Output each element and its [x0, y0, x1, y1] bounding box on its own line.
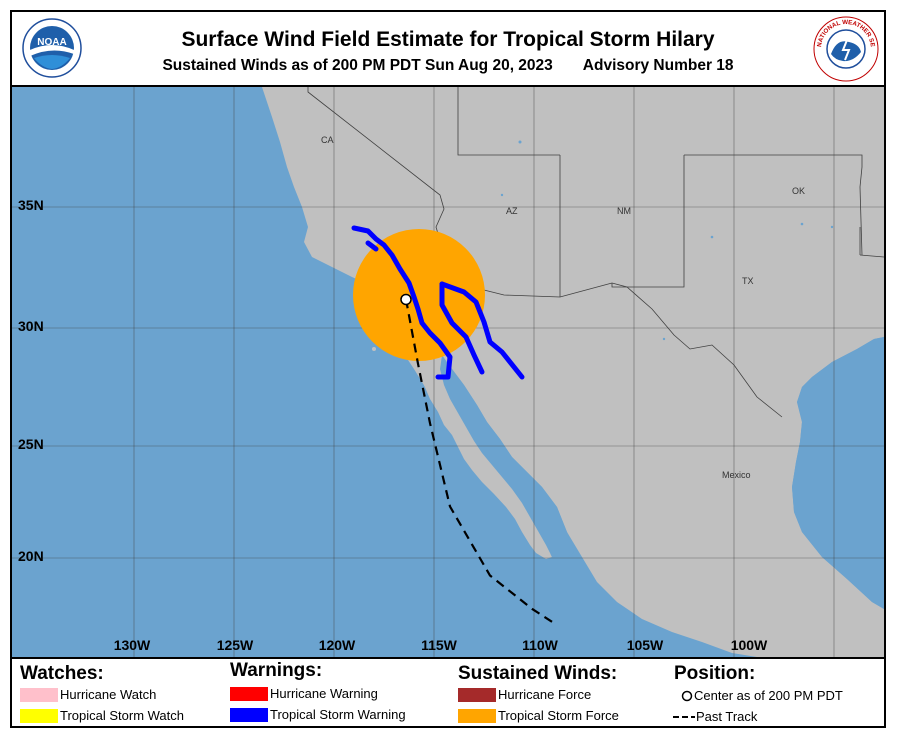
longitude-labels: 130W 125W 120W 115W 110W 105W 100W: [114, 637, 768, 653]
island-channel: [357, 249, 363, 253]
lat-label: 35N: [18, 197, 44, 213]
island-guadalupe: [372, 347, 376, 351]
lon-label: 115W: [421, 637, 458, 653]
legend-label-hurricane-warning: Hurricane Warning: [270, 686, 378, 701]
nws-logo: NATIONAL WEATHER SERVICE: [813, 16, 879, 82]
map-title: Surface Wind Field Estimate for Tropical…: [181, 28, 715, 51]
island-channel: [338, 232, 346, 236]
center-marker-icon: [681, 690, 693, 702]
storm-center-marker: [400, 293, 412, 306]
warning-segment-pacific-coast: [351, 225, 453, 380]
legend-label-tropical-storm-warning: Tropical Storm Warning: [270, 707, 406, 722]
lat-label: 30N: [18, 318, 44, 334]
region-labels: CA AZ NM OK TX Mexico: [321, 135, 805, 480]
warning-segment-channel: [365, 240, 379, 252]
swatch-hurricane-watch: [20, 688, 58, 702]
legend-winds-heading: Sustained Winds:: [458, 663, 618, 684]
lon-label: 130W: [114, 637, 151, 653]
label-az: AZ: [506, 206, 518, 216]
legend-label-tropical-storm-force: Tropical Storm Force: [498, 708, 619, 723]
map-subtitle: Sustained Winds as of 200 PM PDT Sun Aug…: [12, 57, 884, 75]
legend-warnings-heading: Warnings:: [230, 660, 323, 681]
swatch-tropical-storm-watch: [20, 709, 58, 723]
lat-label: 20N: [18, 548, 44, 564]
lakes: [500, 140, 834, 341]
map-area: CA AZ NM OK TX Mexico 130W 125W 120W 115…: [12, 85, 884, 659]
island-channel: [319, 223, 329, 227]
label-tx: TX: [742, 276, 754, 286]
lon-label: 120W: [319, 637, 356, 653]
subtitle-time: Sustained Winds as of 200 PM PDT Sun Aug…: [162, 57, 553, 74]
past-track-icon: [673, 716, 695, 718]
gulf-of-mexico: [792, 337, 884, 609]
legend-position-heading: Position:: [674, 663, 756, 684]
legend-label-past-track: Past Track: [696, 709, 758, 724]
swatch-tropical-storm-warning: [230, 708, 268, 722]
tropical-storm-force-wind-field: [353, 229, 485, 361]
lon-label: 110W: [522, 637, 559, 653]
lon-label: 100W: [731, 637, 768, 653]
legend-label-hurricane-watch: Hurricane Watch: [60, 687, 157, 702]
swatch-hurricane-warning: [230, 687, 268, 701]
warning-segment-gulf-east: [439, 281, 525, 380]
lon-label: 105W: [627, 637, 664, 653]
gulf-of-california: [440, 355, 574, 557]
legend-label-center: Center as of 200 PM PDT: [694, 688, 843, 703]
header: NOAA Surface Wind Field Estimate for Tro…: [12, 12, 884, 85]
legend-label-tropical-storm-watch: Tropical Storm Watch: [60, 708, 185, 723]
swatch-tropical-storm-force: [458, 709, 496, 723]
legend: Watches: Hurricane Watch Tropical Storm …: [12, 657, 884, 728]
label-ca: CA: [321, 135, 334, 145]
svg-text:NOAA: NOAA: [37, 37, 66, 48]
lat-label: 25N: [18, 436, 44, 452]
label-mexico: Mexico: [722, 470, 751, 480]
tropical-storm-warnings: [351, 225, 525, 380]
swatch-hurricane-force: [458, 688, 496, 702]
legend-label-hurricane-force: Hurricane Force: [498, 687, 592, 702]
past-track: [404, 299, 555, 625]
warning-segment-gulf-west: [439, 281, 485, 375]
land-baja-peninsula: [397, 332, 552, 559]
subtitle-advisory: Advisory Number 18: [582, 57, 734, 74]
graphic-frame: NOAA Surface Wind Field Estimate for Tro…: [10, 10, 886, 728]
map-canvas: CA AZ NM OK TX Mexico 130W 125W 120W 115…: [12, 87, 884, 657]
noaa-logo: NOAA: [22, 18, 82, 78]
lon-label: 125W: [217, 637, 254, 653]
label-nm: NM: [617, 206, 631, 216]
label-ok: OK: [792, 186, 805, 196]
legend-watches-heading: Watches:: [20, 663, 104, 684]
